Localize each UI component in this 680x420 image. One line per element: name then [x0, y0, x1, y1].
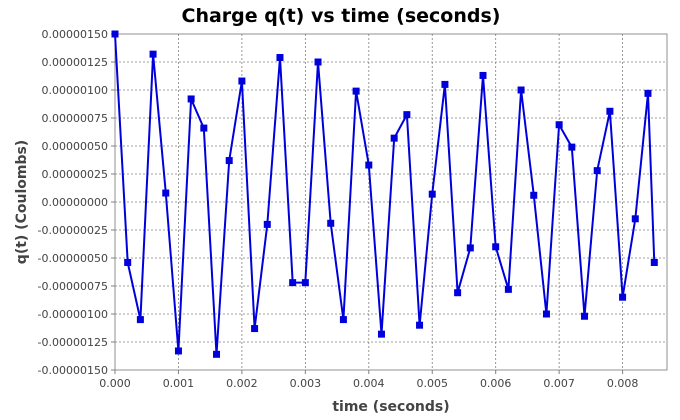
data-point — [314, 58, 322, 66]
y-tick-label: -0.00000075 — [38, 280, 108, 293]
data-point — [162, 189, 170, 197]
data-point — [454, 289, 462, 297]
data-point — [225, 157, 233, 165]
data-point — [517, 86, 525, 94]
data-point — [542, 310, 550, 318]
data-point — [593, 167, 601, 175]
data-point — [644, 89, 652, 97]
y-tick-label: 0.00000050 — [42, 140, 108, 153]
y-tick-label: -0.00000050 — [38, 252, 108, 265]
data-point — [124, 258, 132, 266]
data-point — [403, 111, 411, 119]
data-point — [238, 77, 246, 85]
data-point — [187, 95, 195, 103]
y-tick-label: 0.00000100 — [42, 84, 108, 97]
data-point — [301, 279, 309, 287]
chart-title: Charge q(t) vs time (seconds) — [182, 5, 501, 27]
data-point — [251, 325, 259, 333]
y-tick-label: 0.00000125 — [42, 56, 108, 69]
data-point — [568, 143, 576, 151]
data-point — [555, 121, 563, 129]
x-tick-label: 0.006 — [480, 377, 512, 390]
data-point — [327, 219, 335, 227]
y-tick-label: -0.00000150 — [38, 364, 108, 377]
data-point — [136, 316, 144, 324]
y-tick-label: 0.00000075 — [42, 112, 108, 125]
data-point — [650, 258, 658, 266]
data-point — [466, 244, 474, 252]
x-tick-label: 0.001 — [163, 377, 195, 390]
data-point — [276, 54, 284, 62]
x-axis-label: time (seconds) — [332, 399, 449, 415]
y-tick-label: 0.00000025 — [42, 168, 108, 181]
y-tick-label: -0.00000125 — [38, 336, 108, 349]
data-point — [352, 87, 360, 95]
data-point — [530, 191, 538, 199]
data-point — [390, 134, 398, 142]
x-tick-label: 0.004 — [353, 377, 385, 390]
y-tick-label: 0.00000150 — [42, 28, 108, 41]
x-axis: 0.000 0.001 0.002 0.003 0.004 0.005 0.006 0.007… — [99, 370, 638, 390]
series-line — [114, 33, 656, 355]
data-point — [606, 107, 614, 115]
data-point — [504, 285, 512, 293]
x-tick-label: 0.000 — [99, 377, 131, 390]
data-point — [441, 80, 449, 88]
y-axis-label: q(t) (Coulombs) — [14, 140, 30, 264]
y-tick-label: -0.00000100 — [38, 308, 108, 321]
data-point — [339, 316, 347, 324]
data-point — [619, 293, 627, 301]
data-point — [479, 71, 487, 79]
data-point — [289, 279, 297, 287]
data-point — [377, 330, 385, 338]
y-tick-label: 0.00000000 — [42, 196, 108, 209]
data-point — [416, 321, 424, 329]
x-tick-label: 0.005 — [416, 377, 448, 390]
data-point — [213, 350, 221, 358]
x-tick-label: 0.007 — [543, 377, 575, 390]
y-tick-label: -0.00000025 — [38, 224, 108, 237]
data-point — [581, 312, 589, 320]
data-point — [428, 190, 436, 198]
data-point — [263, 220, 271, 228]
data-point — [149, 50, 157, 58]
data-point — [111, 30, 119, 38]
x-tick-label: 0.008 — [607, 377, 639, 390]
series-layer — [111, 30, 658, 358]
x-tick-label: 0.002 — [226, 377, 258, 390]
data-point — [200, 124, 208, 132]
data-point — [365, 161, 373, 169]
y-axis: 0.00000150 0.00000125 0.00000100 0.00000075… — [38, 28, 115, 377]
data-point — [174, 347, 182, 355]
data-point — [631, 215, 639, 223]
data-point — [492, 243, 500, 251]
x-tick-label: 0.003 — [290, 377, 322, 390]
